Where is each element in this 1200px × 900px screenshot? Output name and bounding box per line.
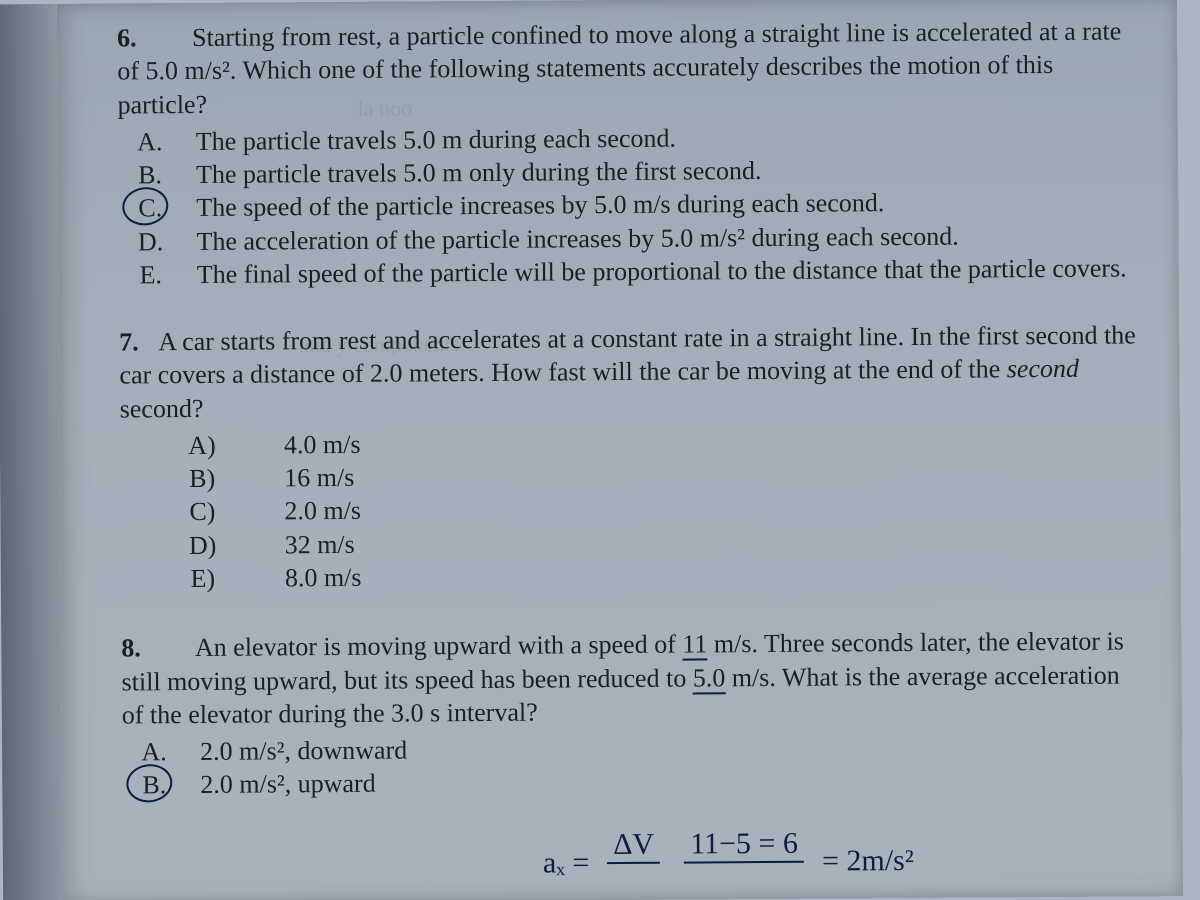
q8-choices: A2.0 m/s², downwardB2.0 m/s², upward — [122, 728, 1142, 802]
q7-stem: 7. A car starts from rest and accelerate… — [119, 318, 1140, 425]
q8-underlined-5: 5.0 — [693, 663, 726, 694]
q6-choices: AThe particle travels 5.0 m during each … — [118, 118, 1139, 291]
q8-stem: 8. An elevator is moving upward with a s… — [121, 625, 1142, 732]
q8-handwritten-work: aₓ = ΔV 11−5 = 6 = 2m/s² — [543, 828, 914, 897]
choice-letter: B — [180, 462, 224, 496]
work-eq-bot — [740, 863, 748, 895]
choice-letter: A — [180, 429, 224, 463]
choice-letter: C — [180, 495, 224, 529]
choice-letter: C — [128, 191, 172, 225]
question-8: 8. An elevator is moving upward with a s… — [121, 625, 1142, 802]
work-result: = 2m/s² — [822, 844, 914, 879]
work-fraction-2: 11−5 = 6 — [684, 829, 804, 896]
q8-stem-pre1: An elevator is moving upward with a spee… — [195, 630, 683, 662]
choice-letter: E — [181, 562, 225, 596]
q6-number: 6. — [117, 21, 151, 55]
q6-stem-text: Starting from rest, a particle confined … — [117, 16, 1121, 119]
work-frac-bot — [630, 864, 638, 896]
question-7: 7. A car starts from rest and accelerate… — [119, 318, 1141, 595]
choice-letter: E — [129, 258, 173, 292]
question-6: 6. Starting from rest, a particle confin… — [117, 14, 1139, 291]
q7-choices: A4.0 m/sB16 m/sC2.0 m/sD32 m/sE8.0 m/s — [120, 422, 1141, 595]
choice-text: 2.0 m/s², upward — [200, 762, 1142, 802]
italic-second: second — [1007, 354, 1079, 384]
q7-stem-text: A car starts from rest and accelerates a… — [119, 321, 1136, 424]
choice-letter: D — [181, 528, 225, 562]
hand-drawn-circle — [124, 762, 174, 805]
choice-row: B 2.0 m/s², upward — [122, 762, 1142, 802]
choice-letter: B — [132, 768, 176, 802]
choice-letter: D — [128, 225, 172, 259]
choice-text: 8.0 m/s — [285, 555, 1141, 594]
choice-row: E The final speed of the particle will be… — [119, 251, 1139, 291]
worksheet-page: la noo and y components 6. Starting from… — [57, 0, 1183, 900]
work-eq-top: 11−5 = 6 — [684, 829, 804, 864]
q8-underlined-11: 11 — [682, 630, 707, 661]
q7-number: 7. — [119, 325, 153, 359]
choice-text: The final speed of the particle will be … — [197, 251, 1139, 291]
q8-number: 8. — [121, 631, 155, 665]
q6-stem: 6. Starting from rest, a particle confin… — [117, 14, 1138, 121]
work-lhs: aₓ = — [543, 846, 590, 880]
choice-row: E 8.0 m/s — [121, 555, 1141, 595]
work-fraction: ΔV — [607, 830, 660, 896]
work-frac-top: ΔV — [607, 830, 660, 864]
hand-drawn-circle — [120, 185, 170, 228]
choice-letter: A — [128, 125, 172, 159]
